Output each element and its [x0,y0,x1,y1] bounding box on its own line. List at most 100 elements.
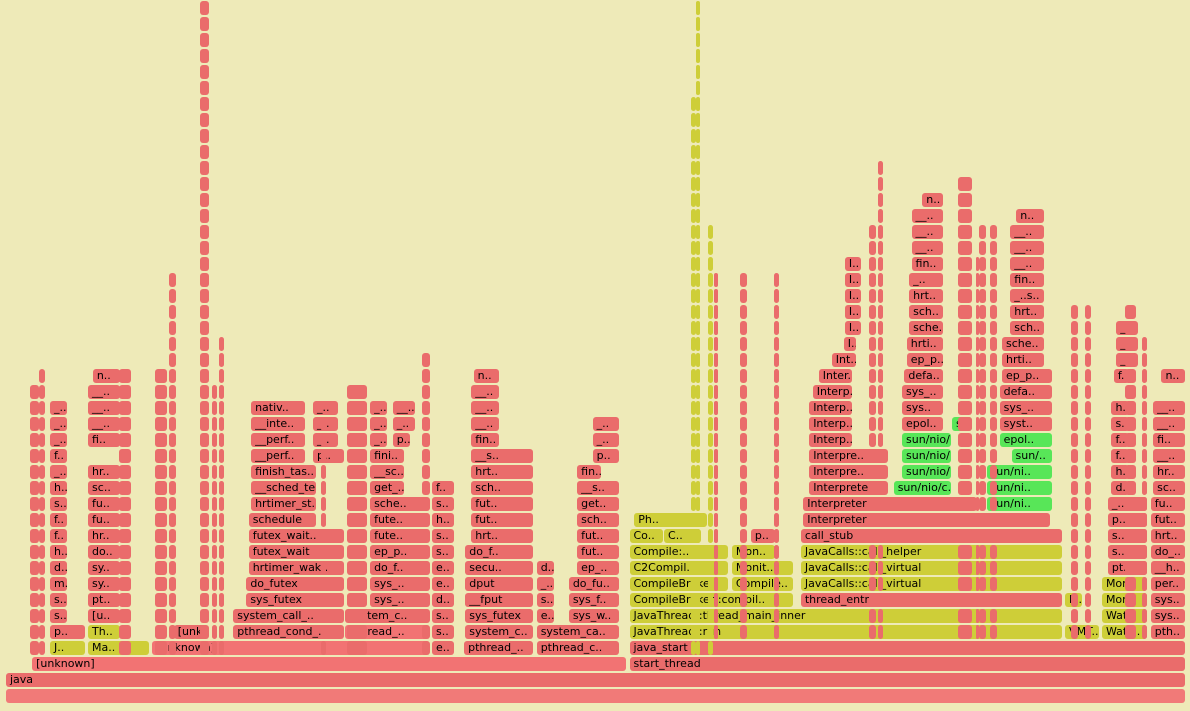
flame-frame-narrow[interactable] [1071,513,1079,527]
flame-frame[interactable]: sche.. [1001,337,1044,351]
flame-frame-narrow[interactable] [39,417,46,431]
flame-frame-narrow[interactable] [696,577,700,591]
flame-frame-narrow[interactable] [218,369,224,383]
flame-frame-narrow[interactable] [39,401,46,415]
flame-frame-narrow[interactable] [1071,401,1079,415]
flame-frame-narrow[interactable] [990,545,998,559]
flame-frame[interactable]: Compile:.. [629,545,729,559]
flame-frame-narrow[interactable] [740,369,748,383]
flame-frame-narrow[interactable] [422,545,430,559]
flame-frame-narrow[interactable] [696,225,700,239]
flame-frame-narrow[interactable] [39,433,46,447]
flame-frame-narrow[interactable] [1085,401,1092,415]
flame-frame-narrow[interactable] [39,529,46,543]
flame-frame-narrow[interactable] [1085,433,1092,447]
flame-frame-narrow[interactable] [990,257,998,271]
flame-frame[interactable]: hrt.. [1010,305,1044,319]
flame-frame-narrow[interactable] [696,113,700,127]
flame-frame-narrow[interactable] [975,257,980,271]
flame-frame-narrow[interactable] [119,497,131,511]
flame-frame-narrow[interactable] [696,513,700,527]
flame-frame-narrow[interactable] [708,257,713,271]
flame-frame-narrow[interactable] [199,513,210,527]
flame-frame-narrow[interactable] [773,337,780,351]
flame-frame-narrow[interactable] [868,513,876,527]
flame-frame-narrow[interactable] [957,529,973,543]
flame-frame[interactable]: __.. [911,241,943,255]
flame-frame-narrow[interactable] [199,417,210,431]
flame-frame-narrow[interactable] [691,625,697,639]
flame-frame-narrow[interactable] [1142,561,1148,575]
flame-frame[interactable]: do.. [88,545,121,559]
flame-frame-narrow[interactable] [119,385,131,399]
flame-frame[interactable]: hr.. [1153,465,1186,479]
flame-frame-narrow[interactable] [714,625,718,639]
flame-frame-narrow[interactable] [708,385,713,399]
flame-frame-narrow[interactable] [211,465,217,479]
flame-frame[interactable]: sy.. [88,561,121,575]
flame-frame[interactable]: fin.. [471,433,499,447]
flame-frame[interactable]: hrt.. [471,529,534,543]
flame-frame-narrow[interactable] [321,433,327,447]
flame-frame-narrow[interactable] [119,449,131,463]
flame-frame-narrow[interactable] [957,609,973,623]
flame-frame-narrow[interactable] [878,609,883,623]
flame-frame[interactable]: do_.. [1150,545,1186,559]
flame-frame[interactable]: fut.. [1150,513,1186,527]
flame-frame-narrow[interactable] [347,449,367,463]
flame-frame[interactable]: futex_wait.. [248,529,345,543]
flame-frame-narrow[interactable] [708,641,713,655]
flame-frame-narrow[interactable] [218,417,224,431]
flame-frame-narrow[interactable] [211,529,217,543]
flame-frame-narrow[interactable] [740,513,748,527]
flame-frame-narrow[interactable] [740,401,748,415]
flame-frame-narrow[interactable] [868,449,876,463]
flame-frame-narrow[interactable] [979,321,987,335]
flame-frame-narrow[interactable] [990,337,998,351]
flame-frame-narrow[interactable] [168,609,177,623]
flame-frame-narrow[interactable] [218,465,224,479]
flame-frame-narrow[interactable] [691,513,697,527]
flame-frame-narrow[interactable] [321,497,327,511]
flame-frame-narrow[interactable] [691,209,697,223]
flame-frame-narrow[interactable] [696,609,700,623]
flame-frame-narrow[interactable] [29,561,40,575]
flame-frame[interactable]: _..s.. [1010,289,1044,303]
flame-frame-narrow[interactable] [975,385,980,399]
flame-frame-narrow[interactable] [975,577,980,591]
flame-frame-narrow[interactable] [773,289,780,303]
flame-frame[interactable]: d.. [536,561,554,575]
flame-frame-narrow[interactable] [1124,641,1137,655]
flame-frame-narrow[interactable] [868,385,876,399]
flame-frame-narrow[interactable] [696,625,700,639]
flame-frame-narrow[interactable] [347,513,367,527]
flame-frame-narrow[interactable] [696,449,700,463]
flame-frame[interactable]: syst.. [999,417,1053,431]
flame-frame-narrow[interactable] [975,529,980,543]
flame-frame[interactable]: pth.. [1150,625,1186,639]
flame-frame[interactable]: do_futex [246,577,345,591]
flame-frame-narrow[interactable] [154,625,167,639]
flame-frame[interactable]: thread_entry [800,593,1062,607]
flame-frame[interactable]: start_thread [629,657,1186,671]
flame-frame[interactable]: n.. [92,369,121,383]
flame-frame-narrow[interactable] [218,401,224,415]
flame-frame[interactable]: e.. [536,609,554,623]
flame-frame-narrow[interactable] [868,625,876,639]
flame-frame-narrow[interactable] [878,209,883,223]
flame-frame-narrow[interactable] [979,273,987,287]
flame-frame[interactable]: n.. [1016,209,1044,223]
flame-frame[interactable]: sys.. [1150,593,1186,607]
flame-frame-narrow[interactable] [990,625,998,639]
flame-frame[interactable]: m.. [49,577,67,591]
flame-frame-narrow[interactable] [957,241,973,255]
flame-frame[interactable]: __.. [1010,257,1044,271]
flame-frame-narrow[interactable] [878,353,883,367]
flame-frame-narrow[interactable] [168,529,177,543]
flame-frame-narrow[interactable] [39,385,46,399]
flame-frame-narrow[interactable] [321,545,327,559]
flame-frame-narrow[interactable] [714,305,718,319]
flame-frame-narrow[interactable] [154,593,167,607]
flame-frame-narrow[interactable] [29,513,40,527]
flame-frame-narrow[interactable] [708,481,713,495]
